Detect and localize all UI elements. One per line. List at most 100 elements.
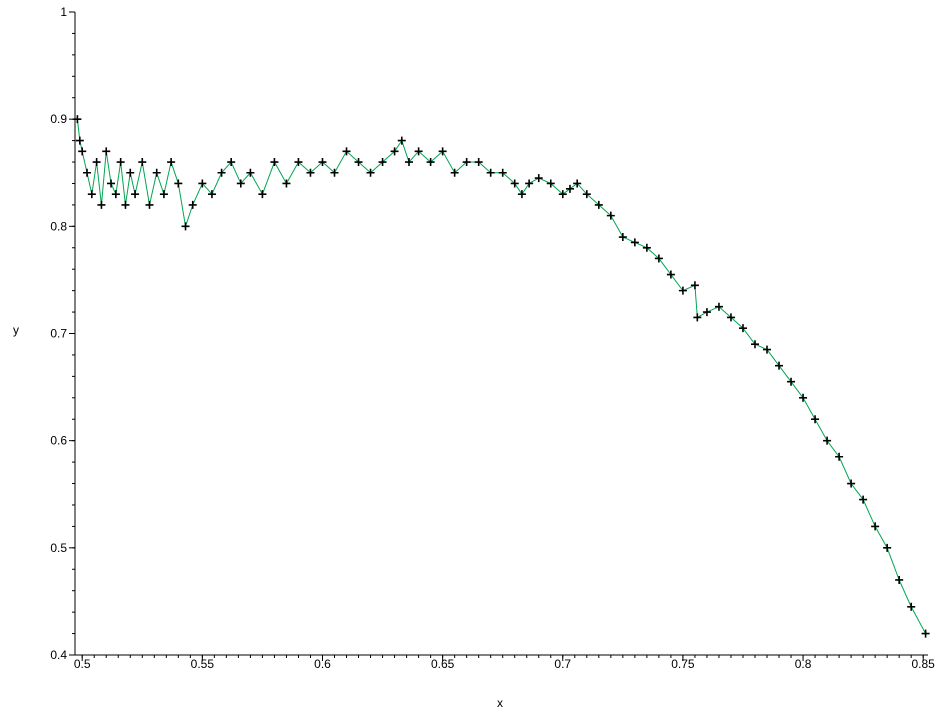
x-tick-label: 0.7 [554, 657, 571, 671]
series-connector [454, 161, 467, 174]
series-connector [334, 151, 347, 173]
series-connector [211, 172, 223, 195]
series-connector [221, 161, 232, 174]
series-connector [129, 172, 136, 195]
data-point [258, 190, 267, 199]
data-point [678, 286, 687, 295]
series-connector [286, 161, 299, 184]
data-point [102, 147, 111, 156]
series-connector [718, 306, 732, 318]
data-point [811, 415, 820, 424]
data-point [397, 136, 406, 145]
series-connector [120, 161, 126, 205]
data-point [642, 243, 651, 252]
series-connector [273, 161, 287, 184]
data-point [318, 158, 327, 167]
series-connector [706, 306, 720, 313]
data-point [282, 179, 291, 188]
series-connector [370, 161, 383, 174]
data-point [835, 452, 844, 461]
series-connector [156, 172, 165, 195]
data-point [498, 168, 507, 177]
series-connector [622, 236, 636, 243]
series-connector [802, 397, 816, 420]
series-connector [886, 547, 900, 581]
x-tick-label: 0.8 [795, 657, 812, 671]
data-point [152, 168, 161, 177]
series-connector [163, 161, 172, 195]
x-axis-label: x [497, 696, 503, 710]
tick-labels: 0.5 0.55 0.6 0.65 0.7 0.75 0.8 0.85 0.4 0.5 0.6 0.7… [50, 5, 935, 671]
series-connector [382, 150, 395, 163]
tick-marks [69, 11, 924, 661]
data-point [354, 158, 363, 167]
y-tick-label: 0.9 [50, 112, 67, 126]
series-connector [124, 172, 131, 205]
data-point [236, 179, 245, 188]
series-connector [778, 365, 792, 383]
series-connector [401, 140, 410, 163]
series-connector [634, 241, 648, 249]
series-connectors [76, 119, 927, 634]
data-point [92, 158, 101, 167]
series-connector [322, 161, 335, 174]
series-connector [838, 456, 852, 484]
data-point [159, 190, 168, 199]
data-point [799, 393, 808, 402]
data-point [378, 158, 387, 167]
series-connector [91, 161, 98, 195]
data-point [73, 115, 82, 124]
data-point [510, 179, 519, 188]
series-connector [910, 606, 927, 634]
data-point [207, 190, 216, 199]
series-connector [261, 161, 275, 195]
data-point [121, 200, 130, 209]
series-connector [862, 499, 876, 527]
data-point [738, 324, 747, 333]
x-tick-label: 0.65 [431, 657, 455, 671]
y-tick-label: 1 [60, 5, 67, 19]
y-axis-label: y [13, 323, 19, 337]
data-point [847, 479, 856, 488]
series-connector [177, 183, 187, 227]
series-connector [105, 151, 112, 184]
data-point [126, 168, 135, 177]
data-point [188, 200, 197, 209]
data-point [116, 158, 125, 167]
data-point [693, 313, 702, 322]
series-connector [646, 247, 660, 259]
data-point [111, 190, 120, 199]
series-connector [310, 161, 323, 174]
x-tick-label: 0.75 [671, 657, 695, 671]
data-point [246, 168, 255, 177]
data-point [525, 179, 534, 188]
series-connector [430, 150, 443, 163]
series-connector [569, 183, 578, 190]
data-point [871, 522, 880, 531]
x-tick-label: 0.55 [191, 657, 215, 671]
data-point [921, 629, 930, 638]
series-connector [538, 177, 551, 184]
data-point [517, 190, 526, 199]
data-point [198, 179, 207, 188]
series-connector [100, 151, 107, 205]
data-point [630, 238, 639, 247]
series-connector [110, 183, 117, 195]
data-point [763, 345, 772, 354]
data-point [565, 184, 574, 193]
data-point [726, 313, 735, 322]
data-point [474, 158, 483, 167]
series-connector [185, 204, 194, 227]
data-point [366, 168, 375, 177]
series-connector [874, 526, 888, 549]
y-tick-label: 0.7 [50, 327, 67, 341]
data-point [582, 190, 591, 199]
data-point [702, 308, 711, 317]
data-point [131, 190, 140, 199]
series-connector [418, 150, 431, 163]
series-connector [170, 161, 179, 184]
data-point [330, 168, 339, 177]
series-connector [610, 215, 624, 238]
data-point [107, 179, 116, 188]
